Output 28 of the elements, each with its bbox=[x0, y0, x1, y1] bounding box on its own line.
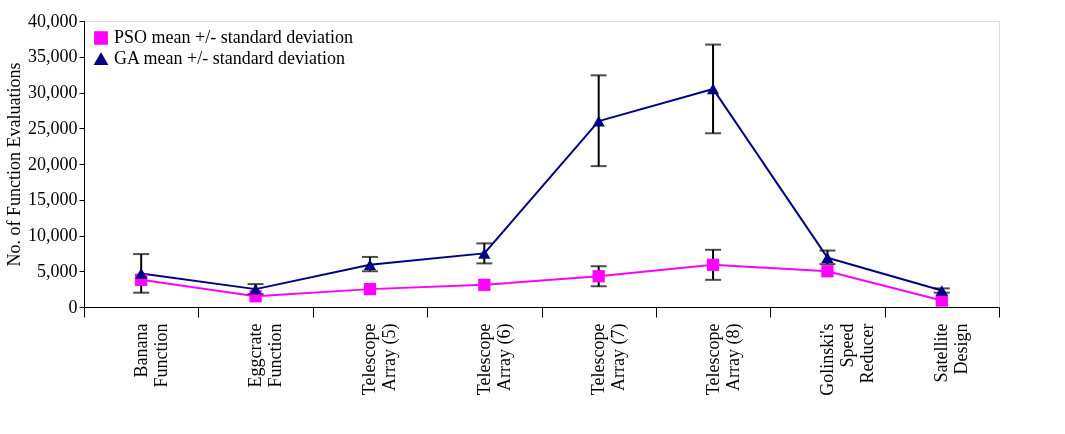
x-tick-label: Satellite Design bbox=[931, 323, 972, 383]
y-tick-label: 25,000 bbox=[28, 117, 78, 138]
y-tick-label: 10,000 bbox=[28, 225, 78, 245]
x-tick-label: Telescope Array (6) bbox=[473, 323, 515, 396]
x-tick-label: Telescope Array (5) bbox=[359, 323, 401, 396]
y-tick-label: 35,000 bbox=[28, 46, 78, 67]
x-tick-label: Eggcrate Function bbox=[245, 323, 286, 388]
y-tick-label: 0 bbox=[68, 296, 78, 317]
point bbox=[592, 270, 605, 283]
legend-label: PSO mean +/- standard deviation bbox=[114, 27, 354, 47]
y-tick-label: 40,000 bbox=[28, 10, 78, 31]
y-tick-label: 15,000 bbox=[28, 189, 78, 210]
x-tick-label: Golinski's Speed Reducer bbox=[816, 323, 877, 396]
y-tick-label: 20,000 bbox=[28, 153, 78, 174]
y-tick-label: 30,000 bbox=[28, 82, 78, 102]
y-tick-label: 5,000 bbox=[37, 260, 78, 281]
point bbox=[363, 283, 377, 296]
legend-label: GA mean +/- standard deviation bbox=[114, 48, 346, 68]
point bbox=[478, 278, 491, 291]
y-axis-title: No. of Function Evaluations bbox=[4, 62, 24, 267]
x-tick-label: Telescope Array (7) bbox=[588, 323, 630, 396]
point bbox=[363, 259, 377, 271]
point bbox=[135, 268, 148, 279]
point bbox=[706, 258, 720, 271]
point bbox=[821, 265, 834, 278]
point bbox=[706, 83, 720, 95]
x-tick-label: Telescope Array (8) bbox=[702, 323, 744, 396]
x-tick-label: Banana Function bbox=[130, 323, 171, 388]
